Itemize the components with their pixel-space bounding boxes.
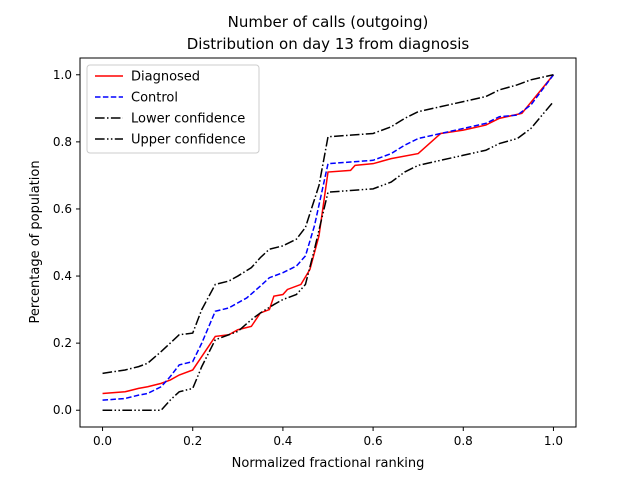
plot-frame — [79, 57, 577, 428]
x-axis-label: Normalized fractional ranking — [232, 456, 425, 471]
y-axis-label: Percentage of population — [28, 160, 43, 323]
x-tick-label: 0.4 — [273, 434, 292, 448]
legend-label: Lower confidence — [131, 112, 245, 127]
series-line-2 — [102, 74, 554, 375]
x-tick-label: 0.2 — [183, 434, 202, 448]
plot-lines — [102, 74, 555, 411]
x-tick-label: 0.6 — [364, 434, 383, 448]
legend-box — [86, 64, 260, 154]
chart-subtitle: Distribution on day 13 from diagnosis — [187, 35, 470, 53]
x-tick-label: 0.0 — [93, 434, 112, 448]
chart-title: Number of calls (outgoing) — [228, 13, 429, 31]
y-tick-label: 1.0 — [53, 68, 72, 82]
x-tick-label: 0.8 — [454, 434, 473, 448]
x-axis: 0.0 0.2 0.4 0.6 0.8 1.0 — [93, 427, 563, 448]
legend-label: Upper confidence — [131, 133, 246, 148]
legend-label: Diagnosed — [131, 70, 200, 85]
series-line-0 — [102, 74, 555, 395]
y-axis: 0.0 0.2 0.4 0.6 0.8 1.0 — [53, 68, 80, 417]
legend-label: Control — [131, 91, 178, 106]
y-tick-label: 0.8 — [53, 135, 72, 149]
y-tick-label: 0.2 — [53, 336, 72, 350]
series-line-3 — [102, 101, 555, 411]
y-tick-label: 0.0 — [53, 403, 72, 417]
y-tick-label: 0.4 — [53, 269, 72, 283]
y-tick-label: 0.6 — [53, 202, 72, 216]
legend: Diagnosed Control Lower confidence Upper co… — [86, 64, 260, 154]
series-line-1 — [102, 74, 555, 401]
x-tick-label: 1.0 — [544, 434, 563, 448]
